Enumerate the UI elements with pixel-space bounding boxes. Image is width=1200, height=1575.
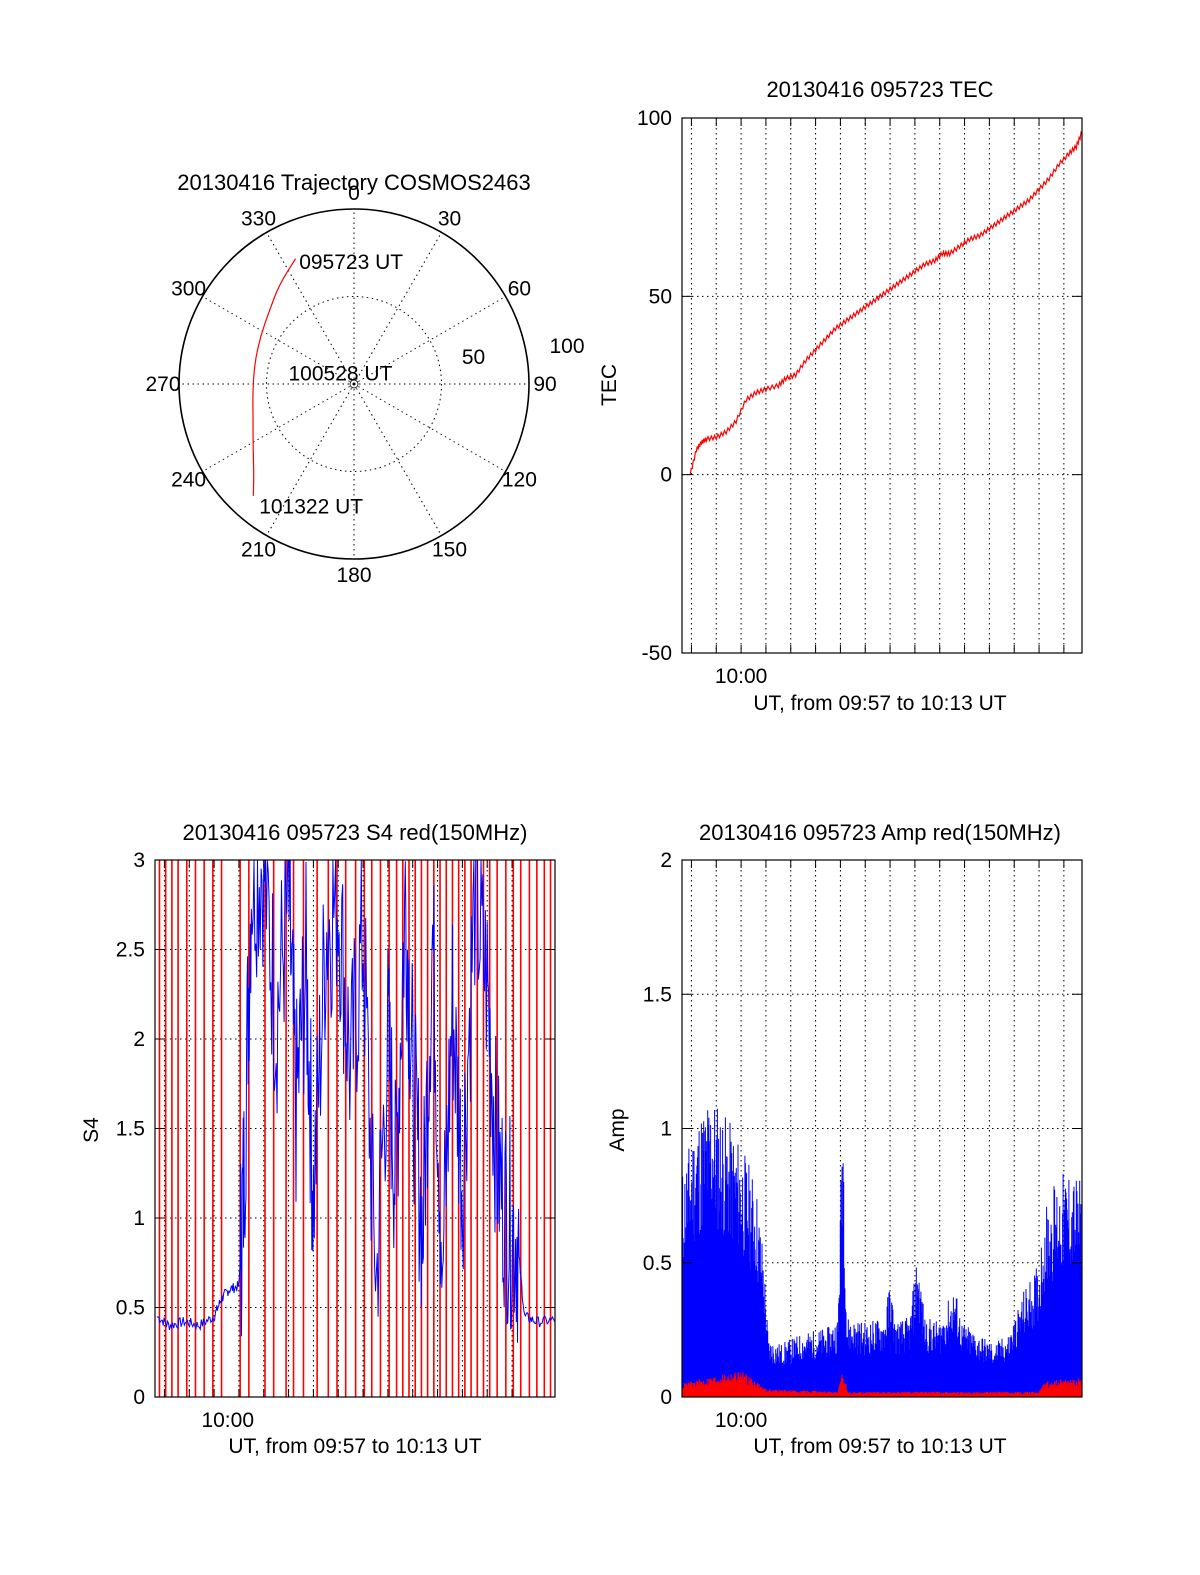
y-tick-label: 0	[660, 464, 672, 487]
y-tick-label: 1	[133, 1207, 145, 1230]
polar-spoke	[353, 232, 442, 385]
y-tick-label: 0	[133, 1386, 145, 1409]
polar-radial-label: 50	[462, 346, 485, 369]
s4-xlabel: UT, from 09:57 to 10:13 UT	[228, 1435, 481, 1458]
amp-blue-series	[681, 1108, 1083, 1397]
s4-ylabel: S4	[80, 1117, 103, 1143]
y-tick-label: 2	[133, 1028, 145, 1051]
x-tick-label: 10:00	[715, 665, 768, 688]
y-tick-label: -50	[642, 642, 672, 665]
polar-ring-50	[266, 296, 442, 472]
polar-title: 20130416 Trajectory COSMOS2463	[177, 170, 530, 195]
polar-azimuth-label: 0	[348, 182, 360, 205]
tec-title: 20130416 095723 TEC	[766, 77, 993, 102]
polar-azimuth-label: 150	[432, 538, 467, 561]
y-tick-label: 0.5	[116, 1297, 145, 1320]
polar-azimuth-label: 120	[502, 469, 537, 492]
amp-panel: 20130416 095723 Amp red(150MHz) 0 0.5 1 1.5…	[606, 820, 1083, 1458]
tec-ylabel: TEC	[598, 364, 621, 406]
s4-blue-series	[156, 859, 556, 1343]
y-tick-label: 0	[660, 1386, 672, 1409]
polar-trajectory-line	[252, 258, 297, 496]
polar-spoke	[353, 383, 442, 536]
x-tick-label: 10:00	[715, 1409, 768, 1432]
x-tick-label: 10:00	[201, 1409, 254, 1432]
polar-center-mark	[349, 379, 359, 389]
s4-panel: 20130416 095723 S4 red(150MHz) 0 0.5 1 1.5 2…	[80, 820, 556, 1458]
polar-spoke	[353, 383, 506, 472]
amp-xlabel: UT, from 09:57 to 10:13 UT	[753, 1435, 1006, 1458]
s4-title: 20130416 095723 S4 red(150MHz)	[183, 820, 528, 845]
polar-azimuth-label: 270	[145, 373, 180, 396]
polar-azimuth-label: 60	[508, 278, 531, 301]
y-tick-label: 2.5	[116, 939, 145, 962]
polar-outer-ring	[178, 208, 530, 560]
polar-azimuth-label: 180	[336, 564, 371, 587]
amp-ylabel: Amp	[606, 1108, 629, 1151]
polar-spoke	[353, 296, 506, 385]
polar-time-annotation: 100528 UT	[289, 362, 393, 385]
polar-azimuth-label: 330	[241, 208, 276, 231]
polar-radial-label: 100	[549, 335, 584, 358]
y-tick-label: 100	[637, 107, 672, 130]
polar-azimuth-label: 300	[171, 278, 206, 301]
tec-series-line	[689, 130, 1083, 475]
y-tick-label: 3	[133, 849, 145, 872]
y-tick-label: 2	[660, 849, 672, 872]
amp-title: 20130416 095723 Amp red(150MHz)	[699, 820, 1061, 845]
polar-azimuth-label: 30	[438, 208, 461, 231]
polar-azimuth-label: 210	[241, 538, 276, 561]
polar-spoke	[266, 383, 355, 536]
polar-time-annotation: 095723 UT	[299, 251, 403, 274]
polar-spoke	[202, 383, 355, 472]
y-tick-label: 0.5	[643, 1252, 672, 1275]
polar-time-annotation: 101322 UT	[259, 495, 363, 518]
tec-xlabel: UT, from 09:57 to 10:13 UT	[753, 692, 1006, 715]
y-tick-label: 1	[660, 1118, 672, 1141]
polar-spoke	[266, 232, 355, 385]
polar-azimuth-label: 90	[533, 373, 556, 396]
y-tick-label: 1.5	[116, 1118, 145, 1141]
y-tick-label: 50	[649, 285, 672, 308]
polar-azimuth-label: 240	[171, 469, 206, 492]
y-tick-label: 1.5	[643, 983, 672, 1006]
tec-plot-frame	[681, 117, 1083, 654]
polar-trajectory-panel: 20130416 Trajectory COSMOS2463 0 30 60 90 12…	[145, 170, 584, 587]
polar-spoke	[202, 296, 355, 385]
